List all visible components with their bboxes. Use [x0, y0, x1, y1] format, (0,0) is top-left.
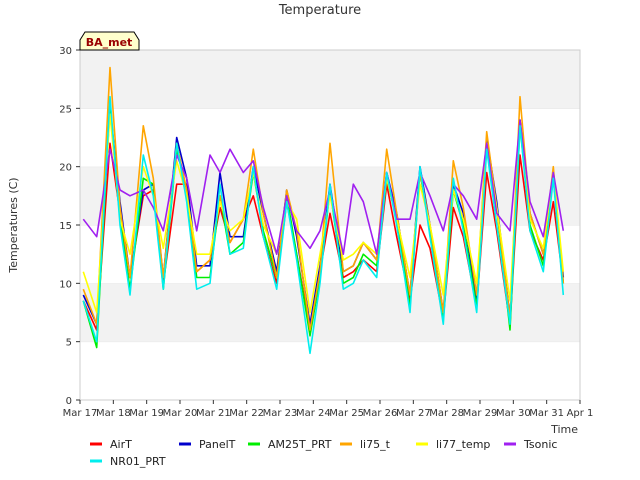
x-tick-label: Mar 19 [129, 408, 164, 419]
x-tick-label: Mar 31 [529, 408, 564, 419]
grid-band [80, 50, 580, 109]
x-tick-label: Mar 29 [463, 408, 498, 419]
x-tick-label: Mar 28 [429, 408, 464, 419]
legend-label-AM25T_PRT: AM25T_PRT [268, 438, 332, 451]
legend-label-li75_t: li75_t [360, 438, 391, 451]
x-tick-label: Mar 27 [396, 408, 431, 419]
series-line-Tsonic [82, 119, 565, 255]
x-tick-label: Mar 26 [363, 408, 398, 419]
legend: AirT PanelT AM25T_PRT li75_t li77_temp Tsonic… [90, 438, 557, 468]
series-line-NR01_PRT [82, 95, 565, 355]
x-tick-label: Mar 22 [229, 408, 264, 419]
x-tick-label: Mar 20 [163, 408, 198, 419]
site-tag-label: BA_met [86, 36, 133, 49]
y-tick-label: 15 [59, 221, 72, 232]
y-tick-label: 20 [59, 163, 72, 174]
grid-band [80, 283, 580, 342]
chart-title: Temperature [278, 3, 361, 18]
legend-label-AirT: AirT [110, 438, 132, 451]
y-tick-label: 25 [59, 104, 72, 115]
x-axis-label: Time [550, 423, 578, 436]
x-tick-label: Mar 30 [496, 408, 531, 419]
y-tick-label: 0 [66, 396, 72, 407]
y-tick-label: 5 [66, 338, 72, 349]
legend-label-li77_temp: li77_temp [436, 438, 490, 451]
site-tag-box [79, 31, 140, 51]
x-tick-label: Mar 23 [263, 408, 298, 419]
x-tick-label: Mar 17 [63, 408, 98, 419]
legend-label-PanelT: PanelT [199, 438, 236, 451]
y-tick-label: 10 [59, 279, 72, 290]
x-tick-label: Mar 18 [96, 408, 131, 419]
legend-label-Tsonic: Tsonic [523, 438, 557, 451]
x-tick-label: Apr 1 [567, 408, 594, 419]
grid-band [80, 341, 580, 400]
y-axis-label: Temperatures (C) [7, 177, 20, 273]
grid-band [80, 108, 580, 167]
x-tick-label: Mar 24 [296, 408, 331, 419]
x-tick-label: Mar 21 [196, 408, 231, 419]
site-tag: BA_met [79, 31, 140, 51]
legend-label-NR01_PRT: NR01_PRT [110, 455, 166, 468]
x-tick-label: Mar 25 [329, 408, 364, 419]
y-tick-label: 30 [59, 46, 72, 57]
